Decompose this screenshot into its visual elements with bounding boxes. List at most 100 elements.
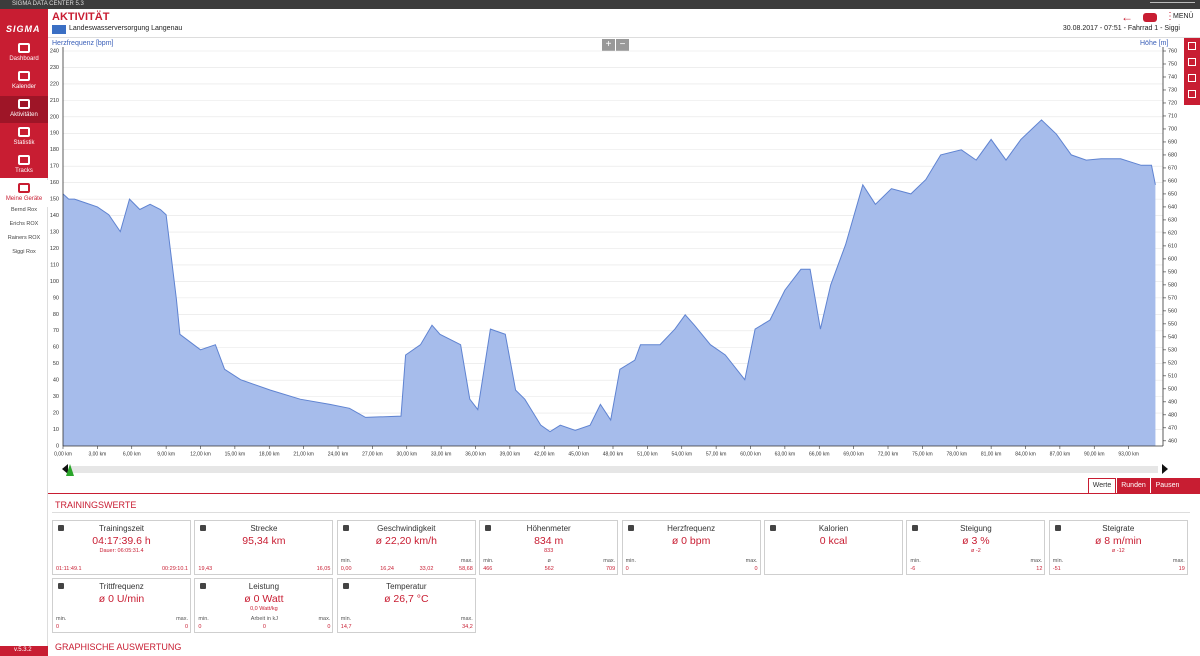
card-footer-label: min. [198,616,209,622]
version-bar [0,646,48,656]
y2-tick-label: 560 [1168,308,1177,314]
y2-tick-label: 630 [1168,217,1177,223]
nav-item[interactable]: Tracks [0,152,48,179]
y-tick-label: 210 [50,98,59,104]
y2-tick-label: 690 [1168,139,1177,145]
tab[interactable]: Pausen [1151,478,1184,494]
y2-tick-label: 520 [1168,360,1177,366]
x-tick-label: 33,00 km [431,451,452,457]
window-controls[interactable] [1150,2,1195,7]
scroll-right[interactable] [1162,464,1168,474]
stat-card: Trainingszeit 04:17:39.6 h Dauer: 06:05:31… [52,520,191,575]
scroll-track[interactable] [70,466,1158,473]
toolbar-button[interactable] [1188,90,1196,98]
tab-list-button[interactable] [1184,478,1200,494]
x-tick-label: 0,00 km [54,451,72,457]
nav-item[interactable]: Dashboard [0,40,48,67]
card-footer-label: min. [483,558,494,564]
device-item[interactable]: Erichs ROX [9,221,39,227]
card-footer-value: 14,7 [340,624,352,630]
x-tick-label: 15,00 km [225,451,246,457]
y-tick-label: 130 [50,229,59,235]
card-footer-value: 0 [198,624,202,630]
nav-label: Aktivitäten [10,112,38,118]
card-icon [770,525,776,531]
card-footer-value: 16,05 [316,566,331,572]
toolbar-button[interactable] [1188,42,1196,50]
menu-dots[interactable]: ⋮ [1165,11,1175,22]
card-icon [627,525,634,531]
y-tick-label: 20 [53,411,59,417]
card-footer-value: 58,68 [459,566,473,572]
toolbar-button[interactable] [1188,74,1196,82]
nav-item[interactable]: Statistik [0,124,48,151]
y-tick-label: 70 [53,328,59,334]
scroll-left[interactable] [62,464,68,474]
x-tick-label: 3,00 km [88,451,106,457]
card-sub: ø -12 [1111,548,1125,554]
card-icon [342,525,349,531]
card-value: 834 m [534,535,564,547]
x-tick-label: 60,00 km [740,451,761,457]
card-title: Temperatur [386,582,427,591]
back-button[interactable]: ← [1121,10,1133,24]
device-item[interactable]: Siggi Rox [12,249,36,255]
device-item[interactable]: Rainers ROX [7,235,41,241]
card-footer-label: max. [603,558,616,564]
y-tick-label: 240 [50,48,59,54]
x-tick-label: 51,00 km [637,451,658,457]
nav-item[interactable]: Kalender [0,68,48,95]
y2-tick-label: 640 [1168,204,1177,210]
card-footer-value: 0 [754,566,758,572]
card-icon [485,525,492,531]
tab[interactable]: Runden [1117,478,1150,494]
card-title: Trittfrequenz [99,582,144,591]
y2-tick-label: 590 [1168,269,1177,275]
scroll-handle[interactable] [66,464,74,476]
card-value: 95,34 km [242,535,286,547]
y-tick-label: 0 [56,443,59,449]
card-icon [912,525,919,531]
toolbar-button[interactable] [1188,58,1196,66]
zoom-out[interactable]: − [616,39,629,51]
nav-item[interactable]: Meine Geräte [0,180,48,207]
x-tick-label: 78,00 km [946,451,967,457]
stat-card: Höhenmeter 834 m 833 min. 466 ø 562 max. 709 [479,520,619,575]
card-footer-label: max. [460,558,473,564]
device-item[interactable]: Bernd Rox [11,207,37,213]
rox-icon [52,25,66,34]
card-footer-label: max. [745,558,758,564]
nav-icon [18,155,30,165]
nav-item[interactable]: Aktivitäten [0,96,48,123]
card-footer-value: 12 [1036,566,1043,572]
camera-button[interactable] [1143,13,1157,22]
nav-label: Tracks [15,168,33,174]
card-icon [200,583,207,589]
card-value: ø 0 Watt [244,593,284,605]
y-tick-label: 200 [50,114,59,120]
menu-label[interactable]: MENÜ [1173,13,1194,20]
window-title: SIGMA DATA CENTER 5.3 [12,1,84,7]
x-tick-label: 18,00 km [259,451,280,457]
card-footer-value: -51 [1052,566,1061,572]
y2-tick-label: 750 [1168,61,1177,67]
card-footer-value: 19,43 [198,566,213,572]
zoom-in[interactable]: + [602,39,615,51]
nav-icon [18,99,30,109]
card-sub: ø -2 [971,548,981,554]
card-value: ø 3 % [962,535,990,547]
y2-tick-label: 580 [1168,282,1177,288]
sidebar-red [0,9,48,178]
card-footer-value: 19 [1178,566,1185,572]
chart: 0 10 20 30 40 50 60 70 80 90 100 110 120 130 140 150 160… [50,47,1177,476]
x-tick-label: 39,00 km [500,451,521,457]
tab[interactable]: Werte [1088,478,1116,494]
stat-card: Geschwindigkeit ø 22,20 km/h min. 0,00 16,24… [336,520,476,575]
card-title: Steigung [960,524,992,533]
y-tick-label: 80 [53,312,59,318]
card-value: 04:17:39.6 h [92,535,151,547]
card-value: ø 26,7 °C [384,593,429,605]
y2-tick-label: 500 [1168,386,1177,392]
card-title: Strecke [250,524,278,533]
y2-tick-label: 670 [1168,165,1177,171]
